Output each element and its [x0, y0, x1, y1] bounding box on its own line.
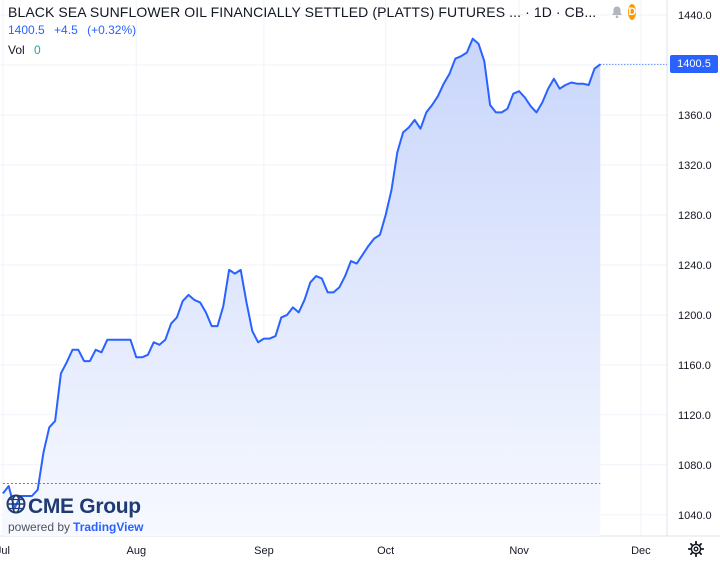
y-tick-label: 1320.0	[678, 160, 712, 172]
cme-tradingview-logo[interactable]: CME Group powered by TradingView	[6, 494, 144, 534]
series-area-fill	[2, 38, 601, 536]
powered-by-line: powered by TradingView	[8, 520, 144, 534]
y-tick-label: 1440.0	[678, 10, 712, 22]
y-tick-label: 1080.0	[678, 460, 712, 472]
x-tick-label: Oct	[377, 545, 394, 557]
x-tick-label: Sep	[254, 545, 274, 557]
x-tick-label: Nov	[509, 545, 529, 557]
symbol-title[interactable]: BLACK SEA SUNFLOWER OIL FINANCIALLY SETT…	[8, 4, 597, 20]
price-axis[interactable]: 1040.0 1080.0 1120.0 1160.0 1200.0 1240.0 1280…	[666, 0, 712, 536]
series-line[interactable]	[2, 37, 601, 510]
y-tick-label: 1360.0	[678, 110, 712, 122]
volume-value: 0	[34, 43, 41, 57]
price-change-percent: (+0.32%)	[87, 23, 137, 37]
y-tick-label: 1040.0	[678, 510, 712, 522]
time-axis[interactable]: Jul Aug Sep Oct Nov Dec	[0, 535, 720, 557]
price-change: +4.5	[54, 23, 78, 37]
bell-icon[interactable]	[610, 5, 624, 19]
y-tick-label: 1240.0	[678, 260, 712, 272]
y-tick-label: 1120.0	[678, 410, 711, 422]
tradingview-link[interactable]: TradingView	[73, 520, 144, 534]
last-price-badge: 1400.5	[670, 55, 718, 74]
y-tick-label: 1200.0	[678, 310, 712, 322]
gear-icon[interactable]	[687, 540, 705, 558]
powered-by-label: powered by	[8, 520, 71, 534]
y-tick-label: 1160.0	[678, 360, 711, 372]
cme-group-logo-text: CME Group	[28, 494, 141, 518]
delayed-data-badge[interactable]: D	[628, 4, 637, 20]
last-price: 1400.5	[8, 23, 45, 37]
x-tick-label: Aug	[127, 545, 147, 557]
chart-header: BLACK SEA SUNFLOWER OIL FINANCIALLY SETT…	[8, 4, 637, 57]
cme-globe-icon	[6, 494, 26, 519]
volume-label: Vol	[8, 43, 25, 57]
x-tick-label: Dec	[631, 545, 651, 557]
quote-row: 1400.5 +4.5 (+0.32%)	[8, 23, 608, 37]
volume-row: Vol 0	[8, 43, 608, 57]
y-tick-label: 1280.0	[678, 210, 712, 222]
x-tick-label: Jul	[0, 545, 10, 557]
